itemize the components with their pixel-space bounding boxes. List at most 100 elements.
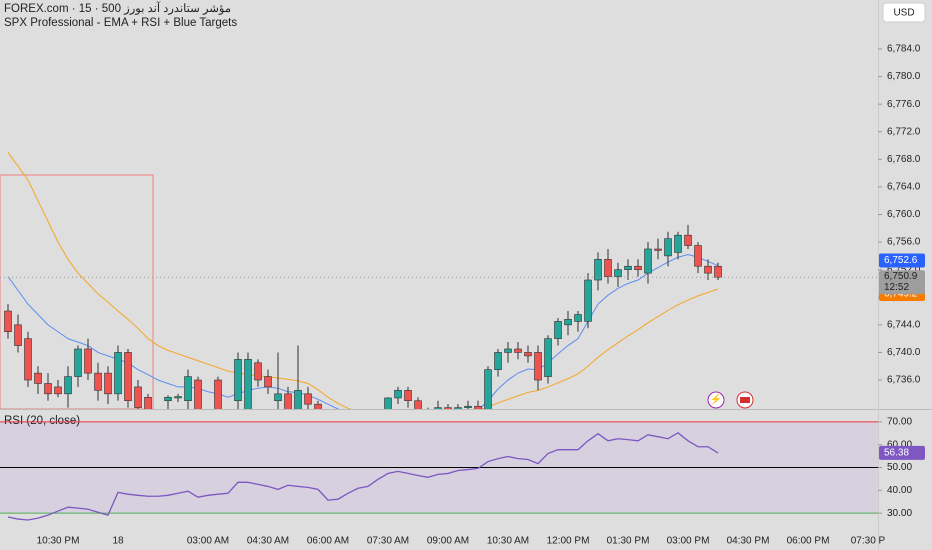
last-price-tag — [879, 270, 925, 295]
candle-body — [534, 352, 542, 381]
candle-body — [554, 321, 562, 339]
candle-body — [564, 319, 572, 326]
candle-body — [644, 248, 652, 274]
candle-body — [624, 265, 632, 270]
chart-title: FOREX.com · 15 · مؤشر ستاندرد آند بورز 5… — [4, 0, 231, 15]
candle-body — [134, 386, 142, 408]
y-tick-label: 6,784.0 — [887, 44, 921, 55]
candle-body — [574, 314, 582, 322]
x-tick-label: 04:30 PM — [727, 536, 770, 547]
candle-body — [544, 338, 552, 377]
y-tick-label: 60.00 — [887, 439, 912, 450]
x-tick-label: 01:30 PM — [607, 536, 650, 547]
last-price-label: 6,750.9 — [884, 271, 918, 282]
x-tick-label: 03:00 PM — [667, 536, 710, 547]
y-tick-label: 6,760.0 — [887, 209, 921, 220]
candle-body — [714, 265, 722, 278]
candle-body — [164, 396, 172, 402]
candle-body — [394, 390, 402, 399]
currency-label[interactable]: USD — [893, 8, 914, 19]
candle-body — [34, 372, 42, 384]
y-tick-label: 6,752.0 — [887, 264, 921, 275]
candle-body — [384, 397, 392, 409]
candle-body — [654, 248, 662, 251]
candle-body — [494, 352, 502, 370]
candle-body — [184, 376, 192, 402]
candle-body — [454, 407, 462, 409]
candle-body — [114, 352, 122, 395]
y-tick-label: 40.00 — [887, 485, 912, 496]
candle-body — [14, 324, 22, 346]
candle-body — [514, 348, 522, 353]
candle-body — [464, 405, 472, 408]
candle-body — [4, 310, 12, 333]
candle-body — [704, 265, 712, 274]
candle-body — [234, 359, 242, 402]
x-tick-label: 07:30 P — [851, 536, 886, 547]
candle-body — [124, 352, 132, 402]
event-icon[interactable] — [707, 391, 725, 409]
candle-body — [674, 234, 682, 253]
x-tick-label: 18 — [112, 536, 124, 547]
x-tick-label: 09:00 AM — [427, 536, 469, 547]
candle-body — [404, 390, 412, 402]
y-tick-label: 6,764.0 — [887, 182, 921, 193]
candle-body — [684, 234, 692, 246]
candle-body — [304, 393, 312, 405]
y-tick-label: 50.00 — [887, 462, 912, 473]
y-tick-label: 6,772.0 — [887, 126, 921, 137]
rsi-title: RSI (20, close) — [4, 415, 80, 427]
candle-body — [24, 338, 32, 381]
x-tick-label: 07:30 AM — [367, 536, 409, 547]
candle-body — [504, 348, 512, 353]
candle-body — [524, 352, 532, 357]
candle-body — [414, 400, 422, 409]
rsi-pane — [0, 421, 878, 521]
ema-line — [7, 152, 719, 409]
x-tick-label: 04:30 AM — [247, 536, 289, 547]
y-tick-label: 70.00 — [887, 417, 912, 428]
x-tick-label: 03:00 AM — [187, 536, 229, 547]
event-icon-glyph: ⚡ — [710, 393, 722, 406]
candle-body — [694, 245, 702, 267]
candle-body — [614, 269, 622, 277]
candle-body — [584, 279, 592, 322]
y-tick-label: 6,768.0 — [887, 154, 921, 165]
y-tick-label: 6,744.0 — [887, 319, 921, 330]
candle-body — [174, 396, 182, 399]
candle-body — [664, 238, 672, 257]
candle-body — [484, 369, 492, 409]
candle-body — [144, 396, 152, 409]
candle-body — [74, 348, 82, 377]
x-tick-label: 06:00 PM — [787, 536, 830, 547]
y-tick-label: 6,776.0 — [887, 99, 921, 110]
countdown-label: 12:52 — [884, 282, 909, 293]
x-tick-label: 10:30 AM — [487, 536, 529, 547]
rsi-line — [7, 432, 719, 521]
rsi-tag — [879, 445, 925, 460]
candle-body — [44, 383, 52, 395]
candle-body — [284, 393, 292, 409]
candle-body — [94, 372, 102, 391]
y-tick-label: 6,740.0 — [887, 347, 921, 358]
candle-body — [264, 376, 272, 388]
y-tick-label: 30.00 — [887, 508, 912, 519]
ema-tag — [879, 253, 925, 268]
candle-body — [54, 386, 62, 395]
candle-body — [474, 405, 482, 409]
candle-body — [594, 259, 602, 281]
ema-tag-label: 6,752.6 — [884, 255, 918, 266]
candle-body — [104, 372, 112, 395]
candle-body — [274, 393, 282, 402]
currency-button[interactable] — [882, 2, 926, 23]
rsi-tag-label: 56.38 — [884, 448, 909, 459]
candle-body — [434, 407, 442, 409]
candle-body — [314, 403, 322, 409]
candle-body — [64, 376, 72, 395]
candle-body — [294, 390, 302, 409]
y-tick-label: 6,756.0 — [887, 237, 921, 248]
y-tick-label: 6,780.0 — [887, 71, 921, 82]
chart-subtitle: SPX Professional - EMA + RSI + Blue Targ… — [4, 17, 237, 29]
candle-body — [444, 407, 452, 409]
